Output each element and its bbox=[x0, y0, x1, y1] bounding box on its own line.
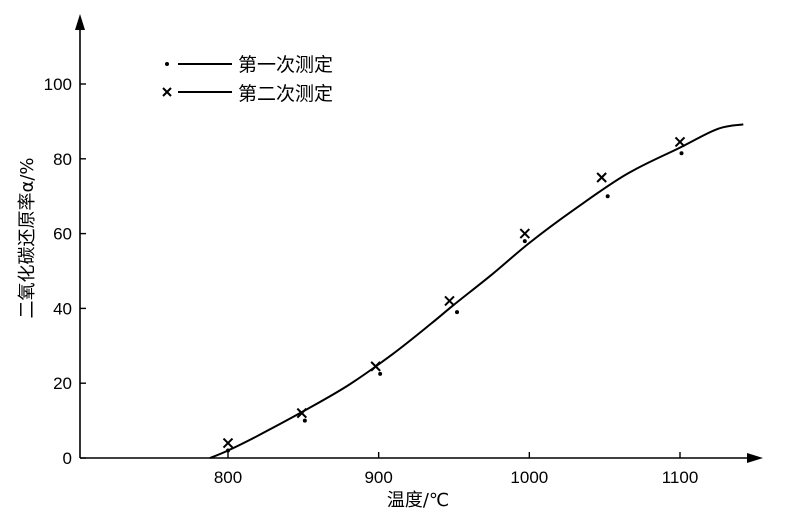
x-tick-label: 800 bbox=[214, 468, 242, 487]
data-point-dot bbox=[302, 418, 307, 423]
y-tick-label: 40 bbox=[53, 299, 72, 318]
data-point-dot bbox=[226, 448, 230, 453]
data-point-x bbox=[222, 437, 234, 449]
y-tick-label: 0 bbox=[63, 449, 72, 468]
data-point-x bbox=[519, 228, 531, 239]
x-axis-arrow bbox=[747, 453, 763, 463]
y-axis-title: 二氧化碳还原率α/% bbox=[17, 157, 38, 318]
data-point-dot bbox=[605, 194, 610, 199]
x-marker-stroke bbox=[596, 172, 607, 183]
legend-dot-marker bbox=[165, 62, 169, 66]
legend-x-marker bbox=[162, 87, 172, 97]
legend-label-first: 第一次测定 bbox=[238, 54, 333, 76]
data-point-x bbox=[596, 172, 607, 183]
fit-curve bbox=[209, 123, 744, 459]
x-axis-title: 温度/℃ bbox=[387, 490, 449, 511]
y-tick-label: 100 bbox=[44, 75, 72, 94]
data-point-dot bbox=[679, 151, 684, 156]
axes bbox=[75, 14, 763, 463]
x-marker-stroke bbox=[444, 295, 455, 307]
x-tick-label: 1100 bbox=[662, 468, 699, 487]
legend-label-second: 第二次测定 bbox=[238, 83, 333, 105]
legend-item-first: 第一次测定 bbox=[165, 54, 333, 76]
data-point-dot bbox=[455, 310, 460, 315]
legend-item-second: 第二次测定 bbox=[162, 83, 333, 105]
data-point-x bbox=[296, 407, 308, 419]
x-marker-stroke bbox=[674, 136, 686, 148]
x-marker-stroke bbox=[519, 228, 531, 239]
x-tick-label: 1000 bbox=[510, 468, 548, 487]
y-tick-label: 20 bbox=[53, 374, 72, 393]
data-point-x bbox=[674, 136, 686, 148]
data-markers bbox=[222, 136, 686, 453]
y-tick-label: 60 bbox=[53, 225, 72, 244]
y-tick-label: 80 bbox=[53, 150, 72, 169]
data-point-dot bbox=[378, 371, 383, 376]
legend: 第一次测定 第二次测定 bbox=[162, 54, 333, 105]
data-point-x bbox=[370, 361, 381, 372]
x-marker-stroke bbox=[370, 361, 381, 372]
data-point-x bbox=[444, 295, 455, 307]
data-point-dot bbox=[522, 239, 527, 244]
x-tick-label: 900 bbox=[364, 468, 392, 487]
x-marker-stroke bbox=[296, 407, 308, 419]
x-marker-stroke bbox=[222, 437, 234, 449]
y-axis-arrow bbox=[75, 14, 85, 30]
ticks: 800 900 1000 1100 0 20 40 60 80 100 bbox=[44, 75, 699, 487]
